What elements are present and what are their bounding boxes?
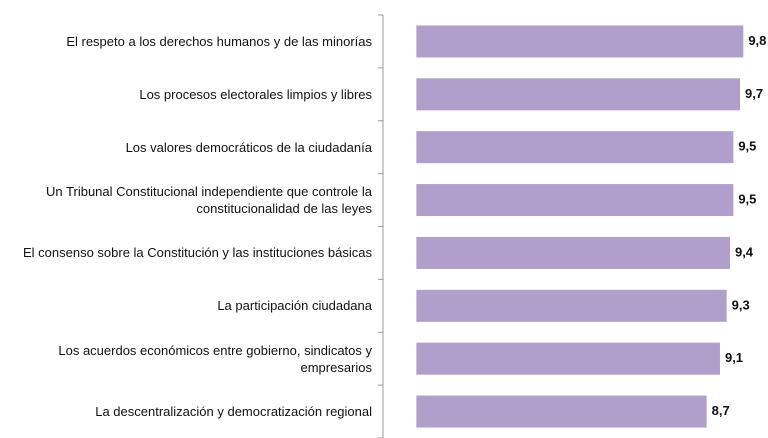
- value-label: 9,7: [745, 86, 763, 101]
- bar: [416, 78, 740, 111]
- category-label: La participación ciudadana: [217, 298, 372, 314]
- value-label: 9,1: [725, 350, 743, 365]
- value-label: 9,5: [738, 192, 756, 207]
- category-label: Los acuerdos económicos entre gobierno, …: [58, 342, 372, 375]
- category-label: Un Tribunal Constitucional independiente…: [46, 184, 372, 217]
- bar: [416, 184, 734, 217]
- bar: [416, 342, 720, 375]
- value-label: 9,8: [748, 33, 766, 48]
- category-label: La descentralización y democratización r…: [95, 404, 372, 420]
- bar: [416, 236, 730, 269]
- category-label: El consenso sobre la Constitución y las …: [22, 245, 372, 261]
- bar: [416, 395, 707, 428]
- bar: [416, 289, 727, 322]
- value-label: 9,5: [738, 139, 756, 154]
- value-label: 9,4: [735, 244, 754, 259]
- bar: [416, 131, 734, 164]
- bar: [416, 25, 744, 58]
- value-label: 9,3: [732, 297, 750, 312]
- category-label: Los valores democráticos de la ciudadaní…: [125, 139, 372, 155]
- category-label: El respeto a los derechos humanos y de l…: [66, 33, 372, 49]
- value-label: 8,7: [712, 403, 730, 418]
- category-label: Los procesos electorales limpios y libre…: [139, 86, 372, 102]
